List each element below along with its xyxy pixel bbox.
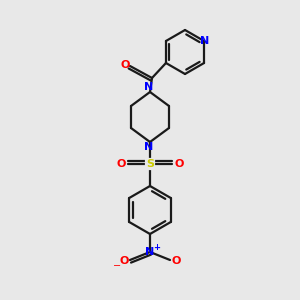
Text: N: N	[144, 82, 154, 92]
Text: O: O	[174, 159, 184, 169]
Text: N: N	[146, 247, 154, 257]
Text: N: N	[144, 142, 154, 152]
Text: O: O	[120, 60, 130, 70]
Text: O: O	[119, 256, 129, 266]
Text: −: −	[113, 261, 121, 271]
Text: O: O	[171, 256, 181, 266]
Text: N: N	[200, 36, 210, 46]
Text: O: O	[116, 159, 126, 169]
Text: S: S	[146, 159, 154, 169]
Text: +: +	[154, 242, 160, 251]
